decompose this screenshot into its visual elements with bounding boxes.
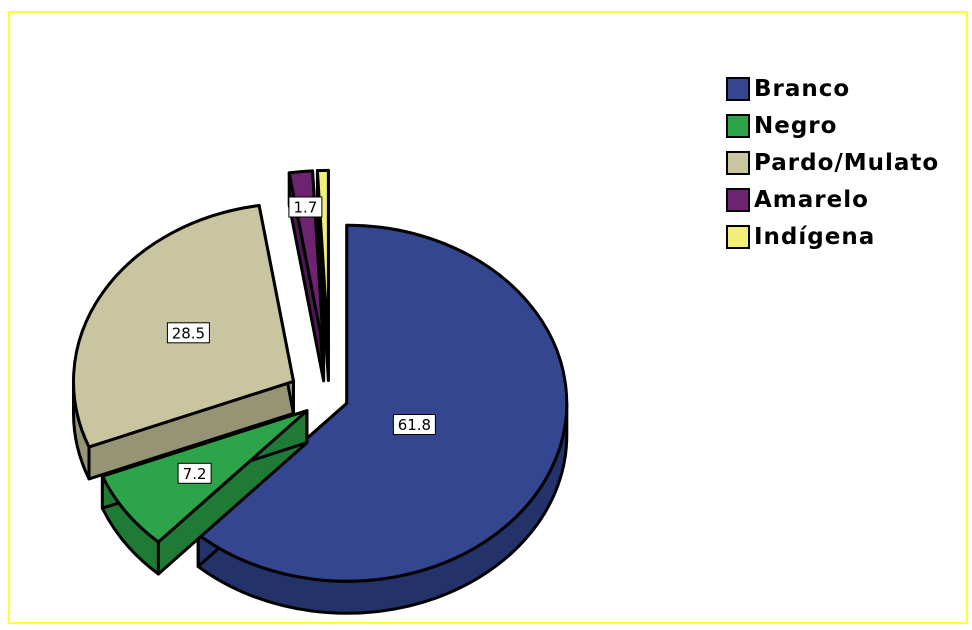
legend-label: Amarelo [754,186,869,213]
legend: Branco Negro Pardo/Mulato Amarelo Indígena [726,70,939,255]
legend-item-negro: Negro [726,107,939,144]
data-label-text: 7.2 [183,465,207,483]
data-label-pardo-mulato: 28.5 [166,322,210,344]
legend-swatch [726,150,750,175]
legend-swatch [726,113,750,138]
pie-slice-branco [196,223,569,615]
legend-label: Negro [754,112,838,139]
chart-frame [8,11,968,624]
legend-swatch [726,224,750,249]
legend-item-indigena: Indígena [726,218,939,255]
data-label-text: 61.8 [398,416,431,434]
data-label-text: 1.7 [293,199,317,217]
legend-label: Branco [754,75,851,102]
data-label-box [166,322,210,344]
legend-label: Indígena [754,223,876,250]
data-label-negro: 7.2 [177,462,212,484]
data-label-text: 28.5 [172,324,205,342]
pie-slice-negro [100,409,309,576]
legend-item-branco: Branco [726,70,939,107]
data-label-amarelo: 1.7 [288,196,323,218]
legend-item-pardo-mulato: Pardo/Mulato [726,144,939,181]
data-label-branco: 61.8 [392,414,436,435]
legend-swatch [726,76,750,101]
slice-top [196,223,569,583]
data-label-box [392,414,436,435]
legend-item-amarelo: Amarelo [726,181,939,218]
pie-slice-indigena [315,168,330,382]
legend-label: Pardo/Mulato [754,149,940,176]
data-label-box [288,196,323,218]
data-label-box [177,462,212,484]
legend-swatch [726,187,750,212]
